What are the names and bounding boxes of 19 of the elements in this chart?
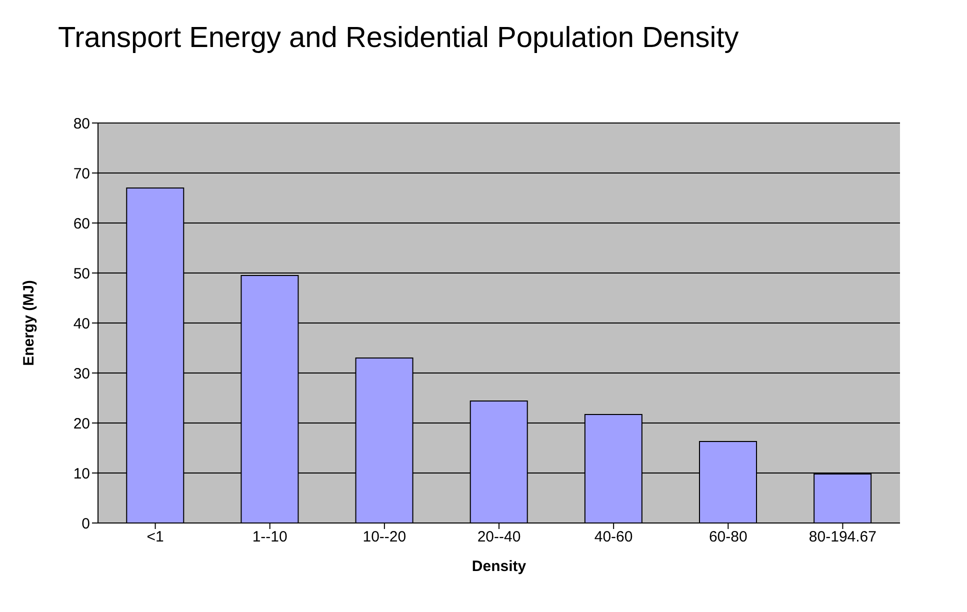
x-axis-title: Density: [472, 558, 527, 575]
y-tick-label: 0: [82, 515, 90, 532]
y-tick-label: 30: [73, 365, 90, 382]
y-tick-label: 40: [73, 315, 90, 332]
y-tick-label: 10: [73, 465, 90, 482]
y-tick-label: 20: [73, 415, 90, 432]
x-tick-label: 80-194.67: [808, 528, 876, 546]
x-tick-label: 1--10: [252, 528, 288, 546]
x-tick-label: <1: [146, 528, 164, 546]
chart-title: Transport Energy and Residential Population Density: [58, 22, 739, 55]
x-tick-label: 10--20: [362, 528, 406, 546]
x-tick-label: 20--40: [477, 528, 521, 546]
x-tick-label: 40-60: [594, 528, 633, 546]
y-axis-title: Energy (MJ): [20, 280, 38, 366]
y-tick-label: 50: [73, 265, 90, 282]
y-tick-label: 70: [73, 165, 90, 182]
y-tick-label: 80: [73, 115, 90, 132]
y-tick-label: 60: [73, 215, 90, 232]
x-tick-label: 60-80: [708, 528, 748, 546]
